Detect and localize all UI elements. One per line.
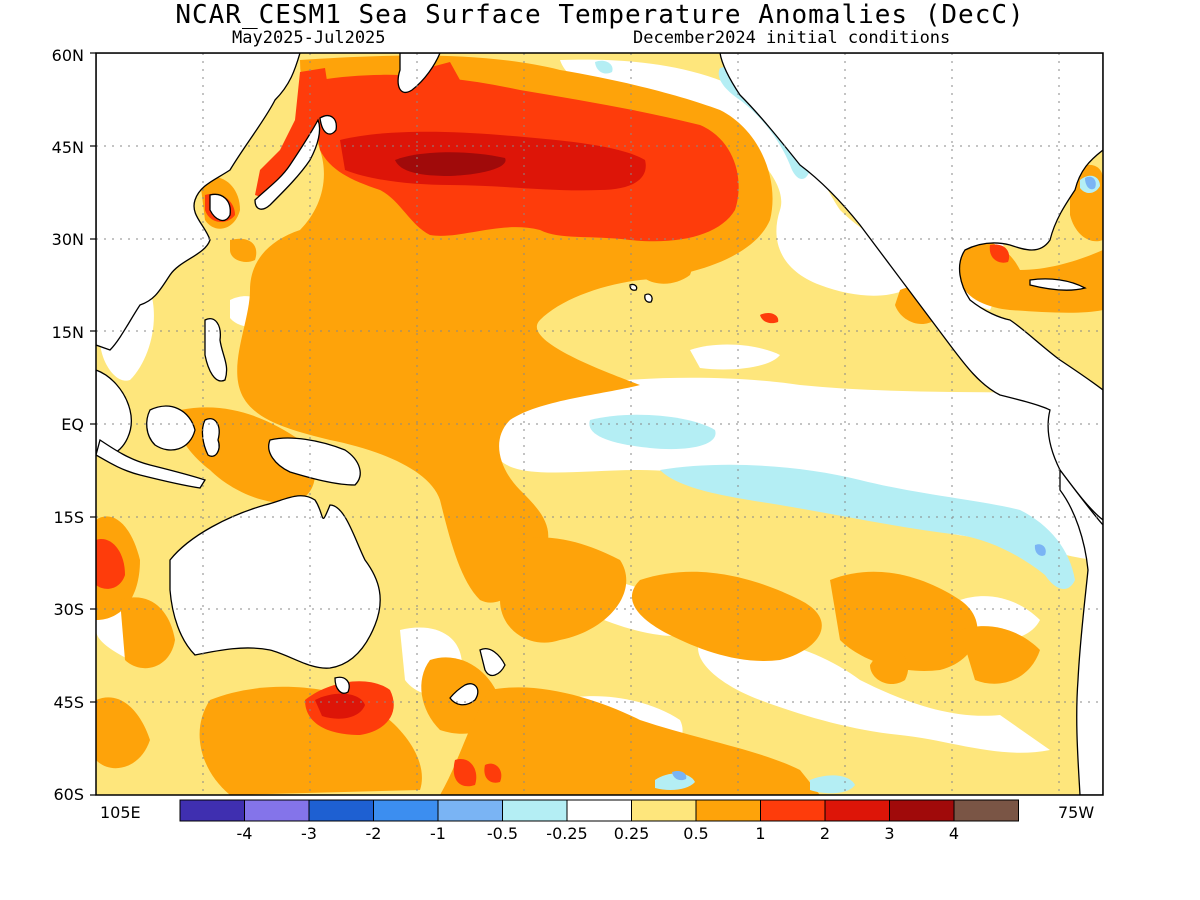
lat-label-30s: 30S	[53, 600, 84, 619]
colorbar-label: -4	[236, 824, 253, 843]
lat-label-30n: 30N	[51, 230, 84, 249]
colorbar-swatch	[953, 799, 1019, 822]
colorbar-swatch	[566, 799, 632, 822]
lat-label-45s: 45S	[53, 693, 84, 712]
lat-label-60n: 60N	[51, 46, 84, 65]
lat-label-60s: 60S	[53, 785, 84, 804]
colorbar-label: -3	[301, 824, 317, 843]
colorbar-swatch	[244, 799, 310, 822]
lat-label-15n: 15N	[51, 323, 84, 342]
map-title: NCAR_CESM1 Sea Surface Temperature Anoma…	[175, 0, 1025, 30]
lat-label-45n: 45N	[51, 138, 84, 157]
colorbar-swatch	[437, 799, 503, 822]
stronger-cool-spots	[672, 176, 1096, 781]
colorbar-swatch	[631, 799, 697, 822]
colorbar-label: -1	[430, 824, 446, 843]
colorbar-label: 0.25	[613, 824, 650, 843]
colorbar-label: -0.5	[486, 824, 519, 843]
colorbar	[179, 799, 1019, 822]
colorbar-swatch	[695, 799, 761, 822]
initial-conditions: December2024 initial conditions	[633, 28, 951, 48]
colorbar-label: -0.25	[546, 824, 588, 843]
lon-label-right: 75W	[1058, 803, 1095, 822]
colorbar-swatch	[760, 799, 826, 822]
colorbar-label: 4	[948, 824, 960, 843]
axis-ticks	[90, 52, 96, 796]
forecast-period: May2025-Jul2025	[232, 28, 386, 48]
colorbar-swatch	[373, 799, 439, 822]
lat-label-15s: 15S	[53, 508, 84, 527]
colorbar-swatch	[824, 799, 890, 822]
colorbar-label: -2	[365, 824, 382, 843]
colorbar-swatch	[502, 799, 568, 822]
colorbar-swatch	[308, 799, 374, 822]
colorbar-label: 3	[884, 824, 895, 843]
lat-label-eq: EQ	[61, 415, 84, 434]
colorbar-label: 2	[819, 824, 831, 843]
colorbar-label: 0.5	[683, 824, 709, 843]
land-masses	[96, 53, 1103, 795]
colorbar-label: 1	[755, 824, 766, 843]
lon-label-left: 105E	[100, 803, 141, 822]
extreme-warm-regions	[395, 152, 506, 176]
colorbar-swatch	[889, 799, 955, 822]
colorbar-swatch	[179, 799, 245, 822]
